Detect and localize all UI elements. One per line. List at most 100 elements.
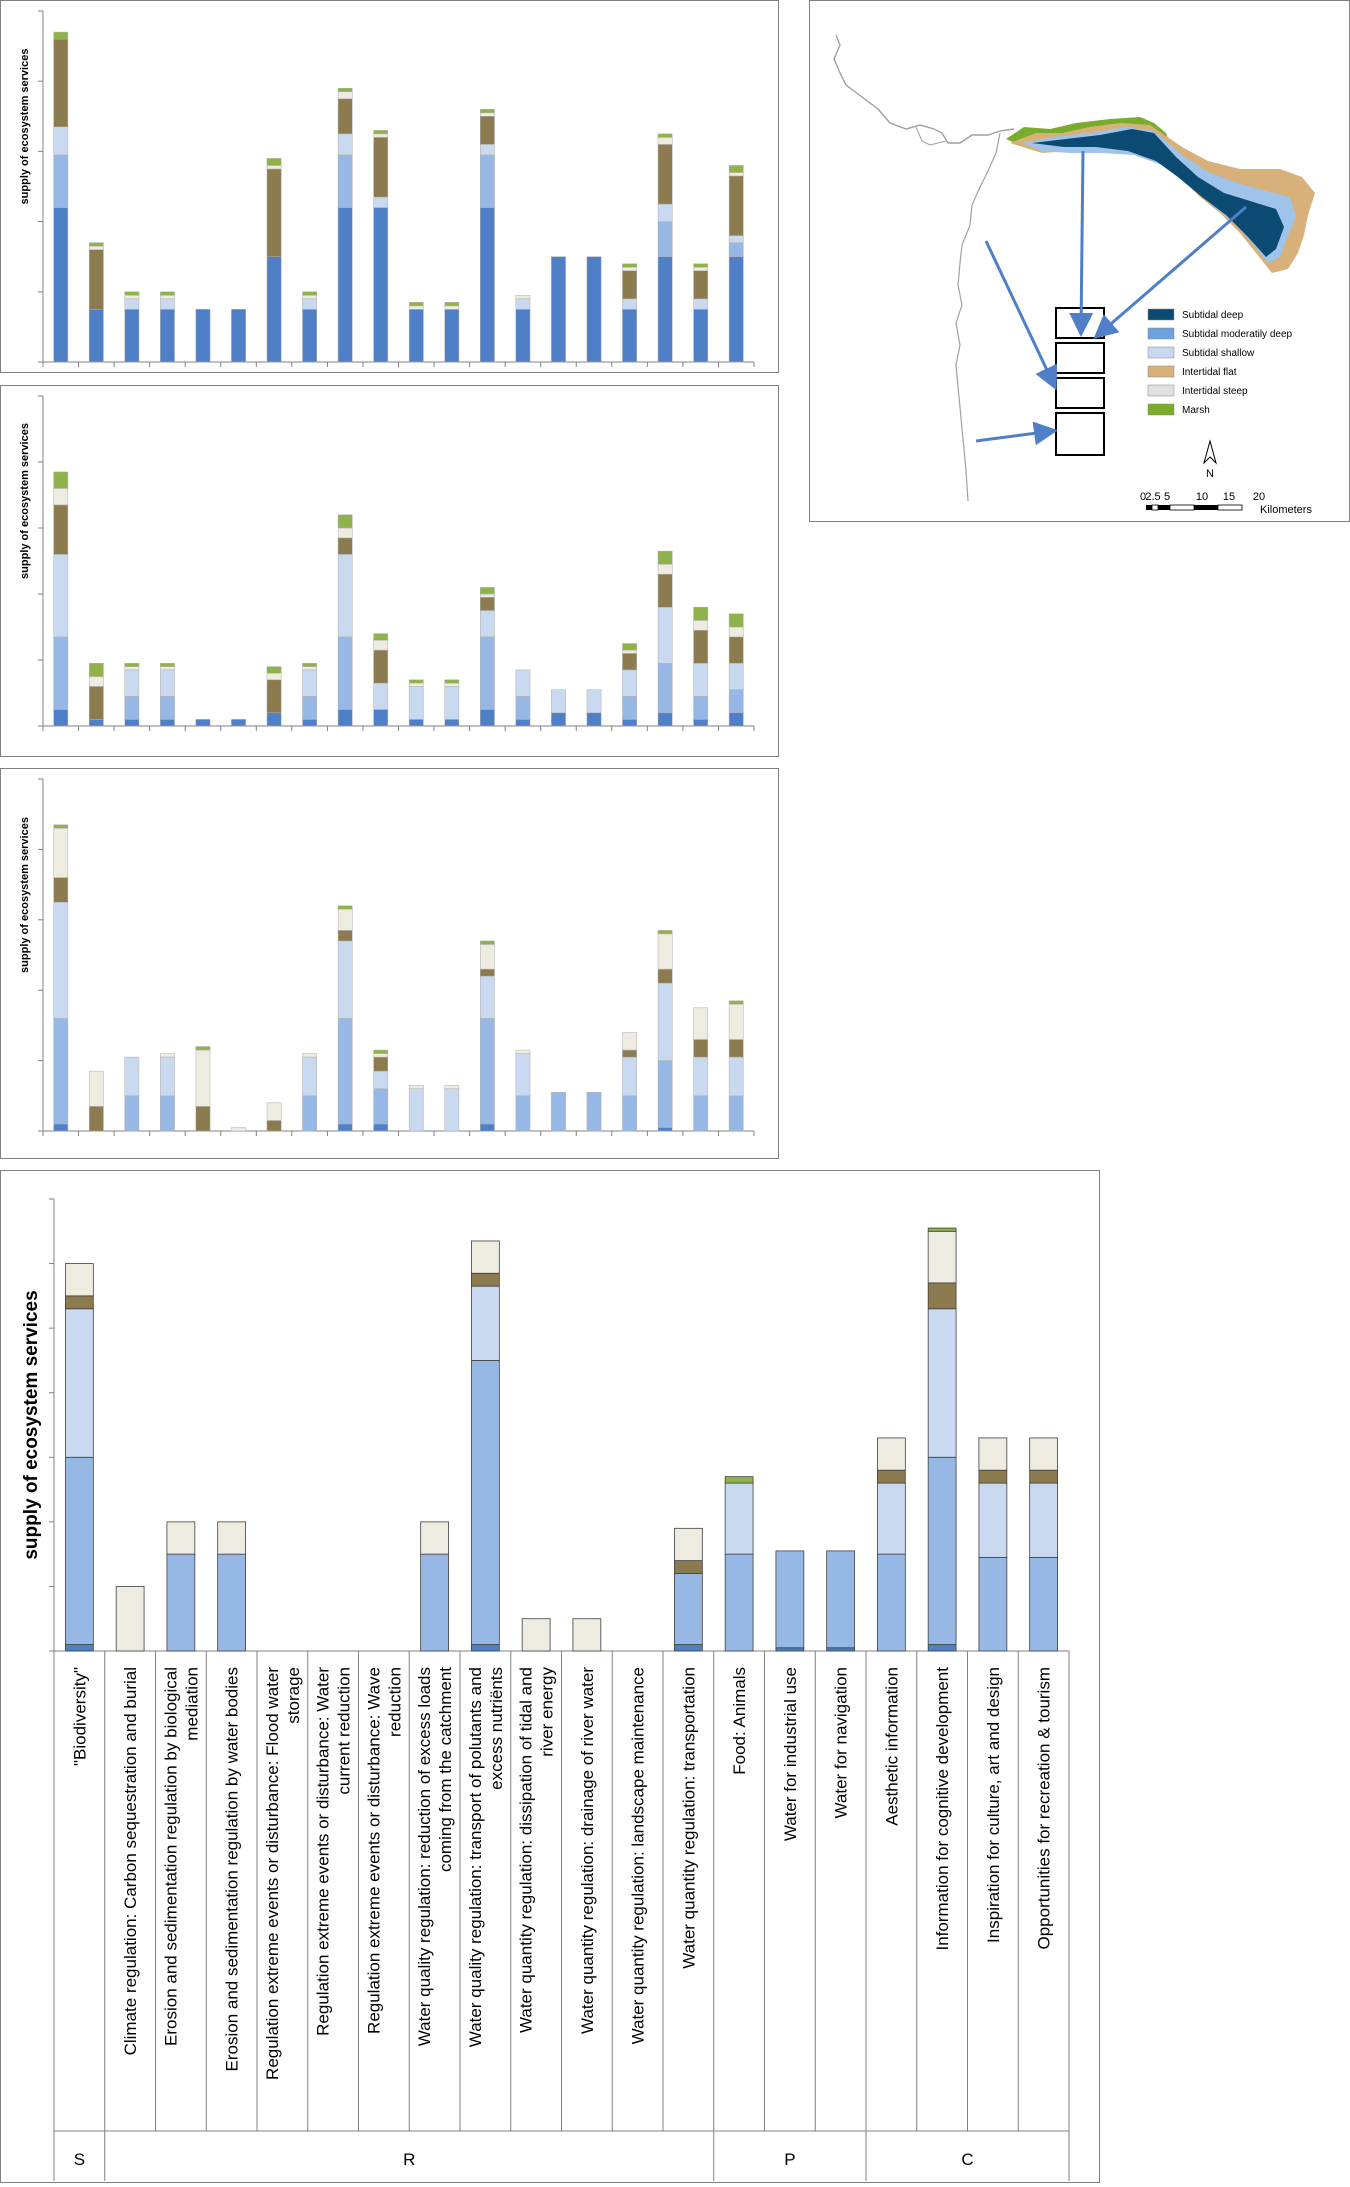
scale-unit: Kilometers — [1260, 504, 1312, 516]
bar-segment — [53, 154, 69, 208]
bar-segment — [65, 1456, 94, 1645]
bar-segment — [622, 649, 637, 654]
bar-segment — [373, 1070, 389, 1090]
scale-tick-0: 0 — [1140, 491, 1146, 503]
bar-segment — [195, 1106, 211, 1132]
bar-segment — [195, 1046, 211, 1051]
bar-segment — [480, 116, 495, 145]
bar-segment — [53, 126, 69, 156]
bar-segment — [471, 1240, 500, 1274]
category-label: Aesthetic information — [882, 1667, 901, 1826]
bar-segment — [480, 154, 495, 208]
bar-segment — [1029, 1482, 1058, 1558]
bar-segment — [622, 266, 637, 271]
bar-segment — [622, 696, 637, 720]
north-arrow-icon: N — [1203, 439, 1217, 480]
bar-segment — [480, 975, 495, 1019]
bar-segment — [657, 203, 673, 222]
category-label: Erosion and sedimentation regulation by … — [161, 1667, 201, 2046]
bar-segment — [266, 672, 282, 681]
bar-segment — [444, 1084, 460, 1090]
bar-segment — [266, 679, 282, 714]
bar-segment — [420, 1553, 449, 1652]
bar-segment — [657, 564, 673, 575]
bar-segment — [622, 643, 637, 651]
north-label: N — [1206, 468, 1214, 480]
bar-segment — [927, 1308, 957, 1458]
category-label: Water quantity regulation: drainage of r… — [578, 1667, 597, 2034]
bar-segment — [53, 636, 69, 710]
bar-segment — [728, 175, 744, 236]
category-label: Water quantity regulation: dissipation o… — [517, 1667, 557, 2034]
category-label: Food: Animals — [730, 1667, 749, 1775]
bar-segment — [302, 719, 317, 727]
y-axis-label: supply of ecosystem services — [19, 49, 31, 205]
bar-segment — [337, 537, 353, 555]
bar-segment — [657, 573, 673, 608]
bar-segment — [373, 1049, 389, 1054]
bar-segment — [337, 905, 353, 910]
arrow-2 — [1093, 205, 1247, 339]
bar-segment — [515, 1095, 531, 1132]
bar-segment — [160, 1095, 175, 1132]
bar-segment — [373, 709, 389, 727]
bar-segment — [266, 666, 282, 674]
site-box-2 — [1055, 342, 1105, 374]
bar-segment — [693, 266, 709, 271]
bar-segment — [217, 1553, 246, 1652]
bar-segment — [674, 1573, 703, 1645]
bar-segment — [65, 1295, 94, 1310]
stacked-bar-chart-3: supply of ecosystem services — [19, 778, 755, 1136]
bar-segment — [657, 933, 673, 970]
bar-segment — [302, 666, 317, 671]
bar-segment — [551, 689, 566, 714]
bar-segment — [373, 639, 389, 651]
bar-segment — [266, 168, 282, 257]
bar-segment — [728, 1039, 744, 1058]
bar-segment — [53, 1018, 69, 1125]
bar-segment — [622, 309, 637, 363]
bar-segment — [124, 719, 140, 727]
bar-segment — [728, 242, 744, 257]
bar-segment — [622, 298, 637, 310]
bar-segment — [302, 663, 317, 667]
group-label-R: R — [403, 2150, 415, 2169]
bar-segment — [657, 256, 673, 363]
bar-segment — [728, 172, 744, 177]
bar-segment — [115, 1586, 145, 1652]
bar-segment — [728, 712, 744, 727]
bar-segment — [444, 719, 460, 727]
bar-segment — [302, 295, 317, 300]
category-label: Regulation extreme events or disturbance… — [314, 1667, 354, 2036]
bar-segment — [231, 309, 246, 363]
bar-segment — [124, 295, 140, 300]
bar-segment — [88, 663, 104, 677]
bar-segment — [408, 1088, 424, 1132]
bar-segment — [978, 1469, 1008, 1484]
bar-segment — [728, 613, 744, 628]
legend-label-4: Intertidal steep — [1182, 386, 1248, 397]
chart-panel-3: supply of ecosystem services — [0, 768, 779, 1159]
bar-segment — [53, 31, 69, 40]
bar-segment — [978, 1437, 1008, 1471]
bar-segment — [302, 696, 317, 720]
bar-segment — [302, 1095, 317, 1132]
bar-segment — [53, 901, 69, 1019]
bar-segment — [65, 1263, 94, 1297]
bar-segment — [551, 256, 566, 363]
bar-segment — [480, 940, 495, 945]
bar-segment — [622, 1095, 637, 1132]
bar-segment — [622, 1032, 637, 1051]
bar-segment — [657, 550, 673, 565]
bar-segment — [622, 270, 637, 300]
estuary-deep — [1032, 129, 1284, 257]
bar-segment — [302, 1056, 317, 1097]
bar-segment — [217, 1521, 246, 1555]
bar-segment — [373, 1088, 389, 1125]
stacked-bar-chart-main: supply of ecosystem services "Biodiversit… — [21, 1198, 1070, 2181]
category-label: Water quality regulation: reduction of e… — [415, 1667, 455, 2047]
chart-panel-2: supply of ecosystem services — [0, 385, 779, 757]
bar-segment — [515, 295, 531, 300]
bar-segment — [515, 669, 531, 697]
bar-segment — [728, 256, 744, 363]
